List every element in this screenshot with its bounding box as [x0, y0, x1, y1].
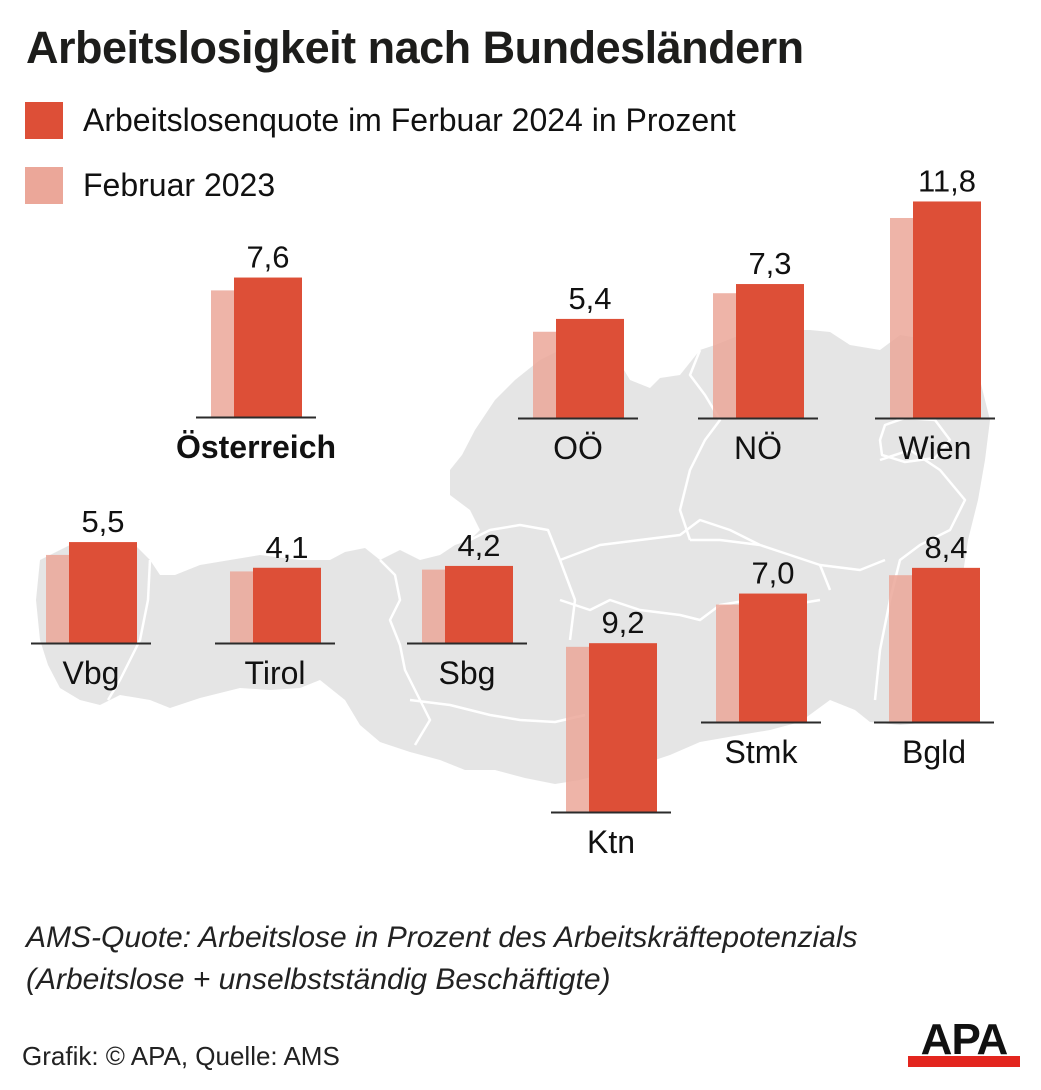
category-label-noe: NÖ — [734, 430, 782, 466]
category-label-wien: Wien — [899, 430, 972, 466]
apa-logo-text: APA — [920, 1015, 1009, 1064]
legend-label-2023: Februar 2023 — [83, 166, 276, 203]
border-sbg-ktn — [409, 698, 586, 724]
border-noe-stmk — [690, 538, 761, 547]
category-label-sbg: Sbg — [439, 655, 496, 691]
legend-swatch-2023 — [25, 166, 63, 204]
border-vbg-tirol — [106, 559, 152, 701]
bar-group-wien: 11,8 Wien — [875, 163, 995, 466]
bar-2024-sbg — [445, 565, 513, 643]
category-label-ooe: OÖ — [553, 430, 603, 466]
bar-group-vbg: 5,5 Vbg — [31, 504, 151, 691]
legend-item-2024: Arbeitslosenquote im Ferbuar 2024 in Pro… — [25, 101, 736, 139]
apa-logo-bar — [908, 1056, 1020, 1067]
value-label-bgld: 8,4 — [924, 530, 967, 565]
category-label-bgld: Bgld — [902, 734, 966, 770]
category-label-tirol: Tirol — [244, 655, 305, 691]
value-label-tirol: 4,1 — [265, 530, 308, 565]
bar-2023-oesterreich — [211, 290, 238, 417]
category-label-stmk: Stmk — [725, 734, 799, 770]
bar-2024-noe — [736, 284, 804, 418]
border-sbg-ooe — [469, 523, 577, 641]
bar-group-sbg: 4,2 Sbg — [407, 528, 527, 691]
value-label-stmk: 7,0 — [751, 556, 794, 591]
bar-2024-tirol — [253, 567, 321, 643]
footnote-line-2: (Arbeitslose + unselbstständig Beschäfti… — [26, 963, 611, 996]
bar-group-tirol: 4,1 Tirol — [215, 530, 335, 691]
bar-2023-sbg — [422, 569, 449, 643]
bar-2024-stmk — [739, 593, 807, 722]
bar-2023-ktn — [566, 646, 593, 812]
border-ooe-stmk — [559, 518, 832, 591]
category-label-ktn: Ktn — [587, 824, 635, 860]
bar-2023-vbg — [46, 554, 73, 643]
bar-2024-vbg — [69, 542, 137, 643]
category-label-vbg: Vbg — [63, 655, 120, 691]
border-wien — [878, 416, 952, 464]
bar-2024-ooe — [556, 318, 624, 418]
source-credit: Grafik: © APA, Quelle: AMS — [22, 1041, 340, 1071]
border-ooe-noe — [678, 349, 722, 541]
bar-2024-ktn — [589, 643, 657, 812]
bar-2023-ooe — [533, 331, 560, 418]
bar-2023-bgld — [889, 575, 916, 722]
bar-2023-noe — [713, 293, 740, 418]
value-label-wien: 11,8 — [918, 163, 976, 198]
value-label-ooe: 5,4 — [568, 281, 611, 316]
category-label-oesterreich: Österreich — [176, 429, 336, 465]
border-tirol-sbg — [379, 559, 432, 746]
bar-2023-tirol — [230, 571, 257, 643]
value-label-sbg: 4,2 — [457, 528, 500, 563]
bar-group-ooe: 5,4 OÖ — [518, 281, 638, 466]
legend-item-2023: Februar 2023 — [25, 166, 275, 204]
footnote-line-1: AMS-Quote: Arbeitslose in Prozent des Ar… — [26, 921, 858, 954]
value-label-noe: 7,3 — [748, 246, 791, 281]
value-label-vbg: 5,5 — [81, 504, 124, 539]
value-label-ktn: 9,2 — [601, 605, 644, 640]
border-stmk-bgld — [819, 558, 886, 572]
bar-group-bgld: 8,4 Bgld — [874, 530, 994, 770]
bar-2024-bgld — [912, 567, 980, 722]
footnote: AMS-Quote: Arbeitslose in Prozent des Ar… — [26, 917, 858, 1001]
bar-2024-oesterreich — [234, 277, 302, 417]
bar-2024-wien — [913, 201, 981, 418]
bar-2023-stmk — [716, 604, 743, 722]
bar-group-oesterreich: 7,6 Österreich — [176, 240, 336, 465]
legend-label-2024: Arbeitslosenquote im Ferbuar 2024 in Pro… — [83, 101, 736, 138]
value-label-oesterreich: 7,6 — [246, 240, 289, 275]
apa-logo: APA — [908, 1015, 1020, 1068]
bar-2023-wien — [890, 217, 917, 418]
bar-group-stmk: 7,0 Stmk — [701, 556, 821, 770]
bar-group-ktn: 9,2 Ktn — [551, 605, 671, 860]
chart-title: Arbeitslosigkeit nach Bundesländern — [26, 22, 804, 73]
legend-swatch-2024 — [25, 101, 63, 139]
bar-group-noe: 7,3 NÖ — [698, 246, 818, 466]
